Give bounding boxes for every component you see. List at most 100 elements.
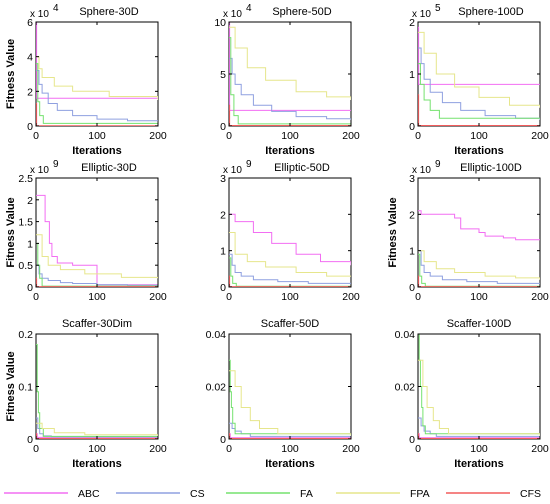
x-tick-label: 0 <box>226 291 232 303</box>
chart-title: Elliptic-30D <box>81 162 137 174</box>
chart-title: Elliptic-50D <box>274 162 330 174</box>
series-line-cs <box>36 264 158 286</box>
y-tick-label: 6 <box>27 17 33 29</box>
x-tick-label: 200 <box>149 130 167 142</box>
x-tick-label: 200 <box>342 291 360 303</box>
y-tick-label: 0.1 <box>18 382 33 394</box>
legend-item-abc: ABC <box>4 488 100 500</box>
x-tick-label: 100 <box>470 130 488 142</box>
axis-multiplier-exponent: 4 <box>246 3 252 14</box>
y-tick-label: 5 <box>220 69 226 81</box>
legend-label: FA <box>300 488 313 500</box>
x-tick-label: 0 <box>33 130 39 142</box>
y-tick-label: 1.5 <box>18 217 33 229</box>
series-line-fa <box>36 242 158 287</box>
x-tick-label: 100 <box>88 130 106 142</box>
series-line-fa <box>229 257 351 287</box>
chart-panel-5: 0 1 2 3 0 100 200 Elliptic-50D x 10 9 <box>220 159 360 303</box>
plot-area <box>228 177 352 288</box>
x-tick-label: 0 <box>226 130 232 142</box>
chart-title: Scaffer-30Dim <box>62 318 132 330</box>
series-line-fa <box>36 344 158 437</box>
x-tick-label: 100 <box>470 443 488 455</box>
chart-title: Scaffer-100D <box>447 318 512 330</box>
x-tick-label: 100 <box>470 291 488 303</box>
y-tick-label: 3 <box>220 173 226 185</box>
series-line-cs <box>418 250 540 284</box>
x-tick-label: 100 <box>281 130 299 142</box>
y-tick-label: 1 <box>409 246 415 258</box>
y-tick-label: 0 <box>27 282 33 294</box>
x-tick-label: 0 <box>33 443 39 455</box>
y-tick-label: 4 <box>27 52 33 64</box>
y-tick-label: 0 <box>409 121 415 133</box>
series-line-abc <box>229 213 351 266</box>
legend: ABC CS FA FPA CFS <box>4 488 541 500</box>
x-tick-label: 200 <box>531 443 549 455</box>
x-tick-label: 200 <box>342 130 360 142</box>
legend-item-fa: FA <box>226 488 313 500</box>
series-line-fa <box>229 359 351 435</box>
y-tick-label: 0 <box>220 121 226 133</box>
y-tick-label: 1 <box>220 246 226 258</box>
y-axis-label: Fitness Value <box>5 39 17 109</box>
series-line-cs <box>418 47 540 120</box>
y-tick-label: 3 <box>409 173 415 185</box>
legend-label: CFS <box>520 488 541 500</box>
y-tick-label: 0 <box>220 282 226 294</box>
axis-multiplier: x 10 <box>30 165 49 176</box>
y-axis-label: Fitness Value <box>5 351 17 421</box>
x-axis-label: Iterations <box>265 145 315 157</box>
y-tick-label: 0 <box>409 434 415 446</box>
x-tick-label: 100 <box>281 291 299 303</box>
chart-panel-1: 0 2 4 6 0 100 200 Sphere-30D x 10 4 Iterations Fitn… <box>5 3 167 157</box>
axis-multiplier-exponent: 9 <box>435 159 441 170</box>
series-line-cs <box>229 253 351 284</box>
series-line-fpa <box>418 359 540 437</box>
legend-item-cfs: CFS <box>446 488 541 500</box>
y-tick-label: 10 <box>214 17 226 29</box>
series-line-fpa <box>36 56 158 100</box>
x-axis-label: Iterations <box>265 458 315 470</box>
plot-area <box>417 333 541 440</box>
plot-area <box>35 21 159 127</box>
legend-label: CS <box>190 488 205 500</box>
series-line-fpa <box>418 31 540 108</box>
y-tick-label: 2.5 <box>18 173 33 185</box>
legend-item-cs: CS <box>116 488 205 500</box>
series-line-fpa <box>418 250 540 280</box>
y-tick-label: 2 <box>409 17 415 29</box>
axis-multiplier-exponent: 5 <box>435 3 441 14</box>
series-line-abc <box>36 194 158 286</box>
chart-panel-9: 0 0.02 0.04 0 100 200 Scaffer-100D Iterations <box>395 318 549 470</box>
y-tick-label: 1 <box>27 238 33 250</box>
chart-title: Sphere-30D <box>79 6 138 18</box>
y-tick-label: 1 <box>409 69 415 81</box>
chart-panel-4: 0 0.5 1 1.5 2 2.5 0 100 200 Elliptic-30D x 10 9 Fitn… <box>5 159 167 303</box>
x-tick-label: 200 <box>149 443 167 455</box>
y-tick-label: 0 <box>27 121 33 133</box>
chart-panel-8: 0 0.02 0.04 0 100 200 Scaffer-50D Iterations <box>206 318 360 470</box>
y-tick-label: 0.2 <box>18 329 33 341</box>
legend-item-fpa: FPA <box>336 488 430 500</box>
y-tick-label: 0 <box>220 434 226 446</box>
series-line-abc <box>36 22 158 99</box>
axis-multiplier-exponent: 9 <box>246 159 252 170</box>
series-line-fa <box>418 253 540 287</box>
series-line-fpa <box>36 422 158 436</box>
y-tick-label: 2 <box>27 195 33 207</box>
chart-title: Scaffer-50D <box>261 318 320 330</box>
chart-panel-3: 0 1 2 0 100 200 Sphere-100D x 10 5 Iterations <box>409 3 549 157</box>
plot-area <box>35 333 159 440</box>
axis-multiplier-exponent: 9 <box>53 159 59 170</box>
axis-multiplier: x 10 <box>223 9 242 20</box>
series-line-fpa <box>36 234 158 279</box>
series-line-abc <box>418 210 540 241</box>
y-tick-label: 2 <box>27 86 33 98</box>
series-line-fa <box>229 37 351 125</box>
x-tick-label: 200 <box>342 443 360 455</box>
series-line-cs <box>229 57 351 120</box>
chart-panel-7: 0 0.1 0.2 0 100 200 Scaffer-30Dim Iterations Fit… <box>5 318 167 470</box>
